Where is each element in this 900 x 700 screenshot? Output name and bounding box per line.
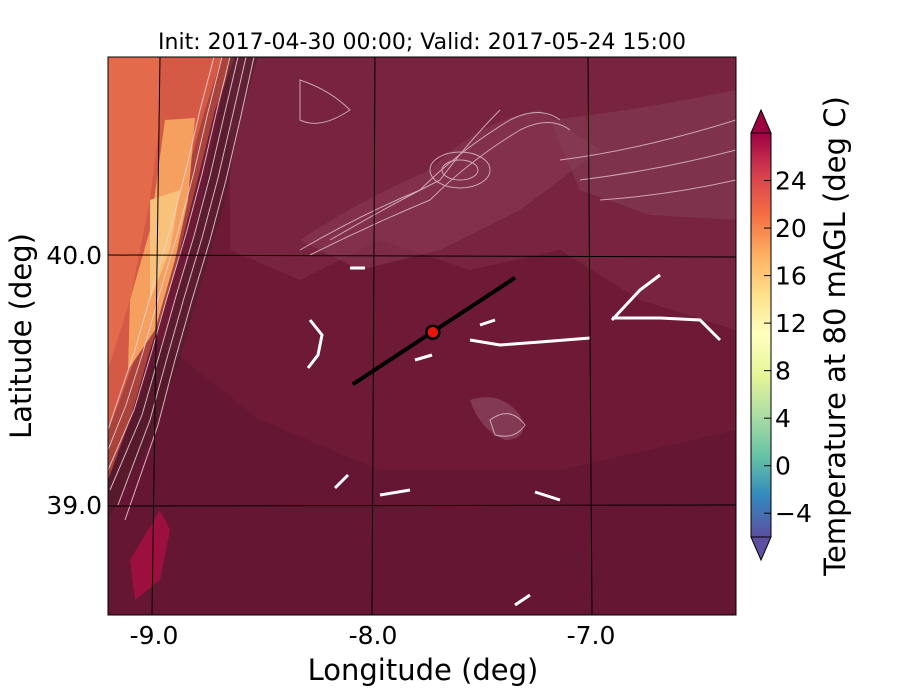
y-tick-label: 40.0 [46, 241, 102, 270]
plot-title: Init: 2017-04-30 00:00; Valid: 2017-05-2… [158, 30, 686, 55]
colorbar-tick-label: −4 [775, 499, 812, 528]
colorbar-extend-min [750, 536, 772, 562]
colorbar-tick-label: 20 [775, 214, 807, 243]
ridge-patch-east [550, 90, 736, 220]
colorbar-label: Temperature at 80 mAGL (deg C) [818, 96, 852, 577]
gridline-lon-7 [587, 57, 593, 615]
hill-patch [470, 397, 523, 440]
y-axis-label: Latitude (deg) [4, 233, 38, 439]
gridline-lon-8 [371, 57, 376, 615]
x-tick-label: -8.0 [349, 621, 398, 650]
river-fragments [306, 266, 722, 607]
x-tick-label: -9.0 [130, 621, 179, 650]
colorbar-tick-label: 24 [775, 167, 807, 196]
gridline-lon-9 [151, 57, 161, 615]
map-frame [107, 56, 737, 616]
terrain-low-patch [108, 300, 736, 615]
warm-patch-south [130, 510, 170, 600]
ridge-patch [300, 110, 600, 270]
ridge-contours [299, 79, 736, 437]
map-gridlines [108, 57, 736, 615]
colorbar-tick-label: 16 [775, 262, 807, 291]
y-tick-label: 39.0 [46, 491, 102, 520]
location-marker [425, 324, 441, 341]
coastal-contours [108, 57, 255, 521]
colorbar-tick-label: 0 [775, 452, 791, 481]
gridline-lat-40 [108, 254, 736, 258]
ocean-warm [108, 57, 160, 370]
colorbar-body [750, 132, 772, 538]
colorbar-tick-label: 12 [775, 309, 807, 338]
x-axis-label: Longitude (deg) [308, 653, 539, 687]
map-panel [108, 57, 736, 615]
x-tick-label: -7.0 [567, 621, 616, 650]
gridline-lat-39 [108, 504, 736, 507]
colorbar: 24 20 16 12 8 4 0 −4 Temperature at 80 mAGL (de… [750, 96, 852, 577]
colorbar-tick-label: 4 [775, 404, 791, 433]
colorbar-tick-label: 8 [775, 357, 791, 386]
colorbar-extend-max [750, 108, 772, 134]
